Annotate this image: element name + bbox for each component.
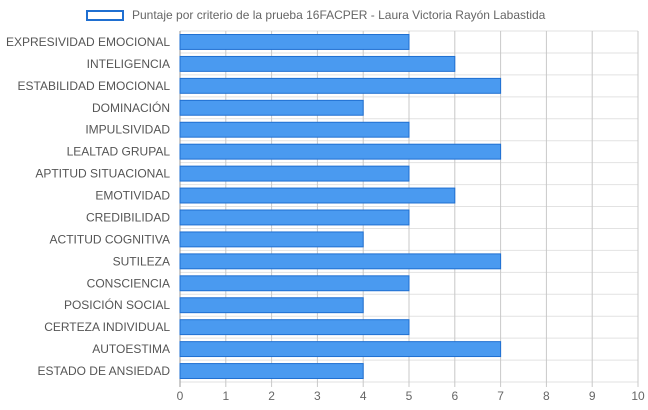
category-label: LEALTAD GRUPAL (67, 145, 171, 159)
category-label: IMPULSIVIDAD (85, 123, 170, 137)
chart-legend[interactable]: Puntaje por criterio de la prueba 16FACP… (86, 6, 545, 24)
category-label: APTITUD SITUACIONAL (35, 167, 170, 181)
bar (179, 55, 456, 72)
category-label: DOMINACIÓN (92, 100, 170, 115)
category-label: ACTITUD COGNITIVA (50, 232, 170, 246)
x-tick-label: 8 (543, 389, 550, 403)
category-label: EMOTIVIDAD (95, 189, 170, 203)
bar (179, 187, 456, 204)
category-label: AUTOESTIMA (92, 342, 170, 356)
bar (179, 165, 410, 182)
bar (179, 231, 364, 248)
category-label: ESTABILIDAD EMOCIONAL (18, 79, 171, 93)
x-tick-label: 2 (268, 389, 275, 403)
bar (179, 275, 410, 292)
category-label: EXPRESIVIDAD EMOCIONAL (6, 35, 170, 49)
legend-swatch (86, 9, 124, 21)
x-tick-label: 3 (314, 389, 321, 403)
x-tick-label: 1 (222, 389, 229, 403)
legend-label: Puntaje por criterio de la prueba 16FACP… (132, 8, 546, 22)
bar (179, 209, 410, 226)
category-label: CERTEZA INDIVIDUAL (44, 320, 170, 334)
bar (179, 34, 410, 50)
category-label: CREDIBILIDAD (86, 210, 170, 224)
x-tick-label: 9 (589, 389, 596, 403)
bar (179, 99, 364, 116)
category-label: CONSCIENCIA (87, 276, 170, 290)
category-label: SUTILEZA (113, 254, 170, 268)
x-tick-label: 5 (406, 389, 413, 403)
bar (179, 341, 502, 358)
bar (179, 363, 364, 379)
bar (179, 297, 364, 314)
x-tick-label: 4 (360, 389, 367, 403)
bar (179, 319, 410, 336)
x-tick-label: 0 (177, 389, 184, 403)
category-label: ESTADO DE ANSIEDAD (38, 364, 171, 378)
bar (179, 143, 502, 160)
bar (179, 253, 502, 270)
category-label: POSICIÓN SOCIAL (64, 297, 170, 312)
category-label: INTELIGENCIA (87, 57, 170, 71)
bar (179, 77, 502, 94)
x-tick-label: 7 (497, 389, 504, 403)
x-tick-label: 10 (631, 389, 645, 403)
bar (179, 121, 410, 138)
x-tick-label: 6 (451, 389, 458, 403)
